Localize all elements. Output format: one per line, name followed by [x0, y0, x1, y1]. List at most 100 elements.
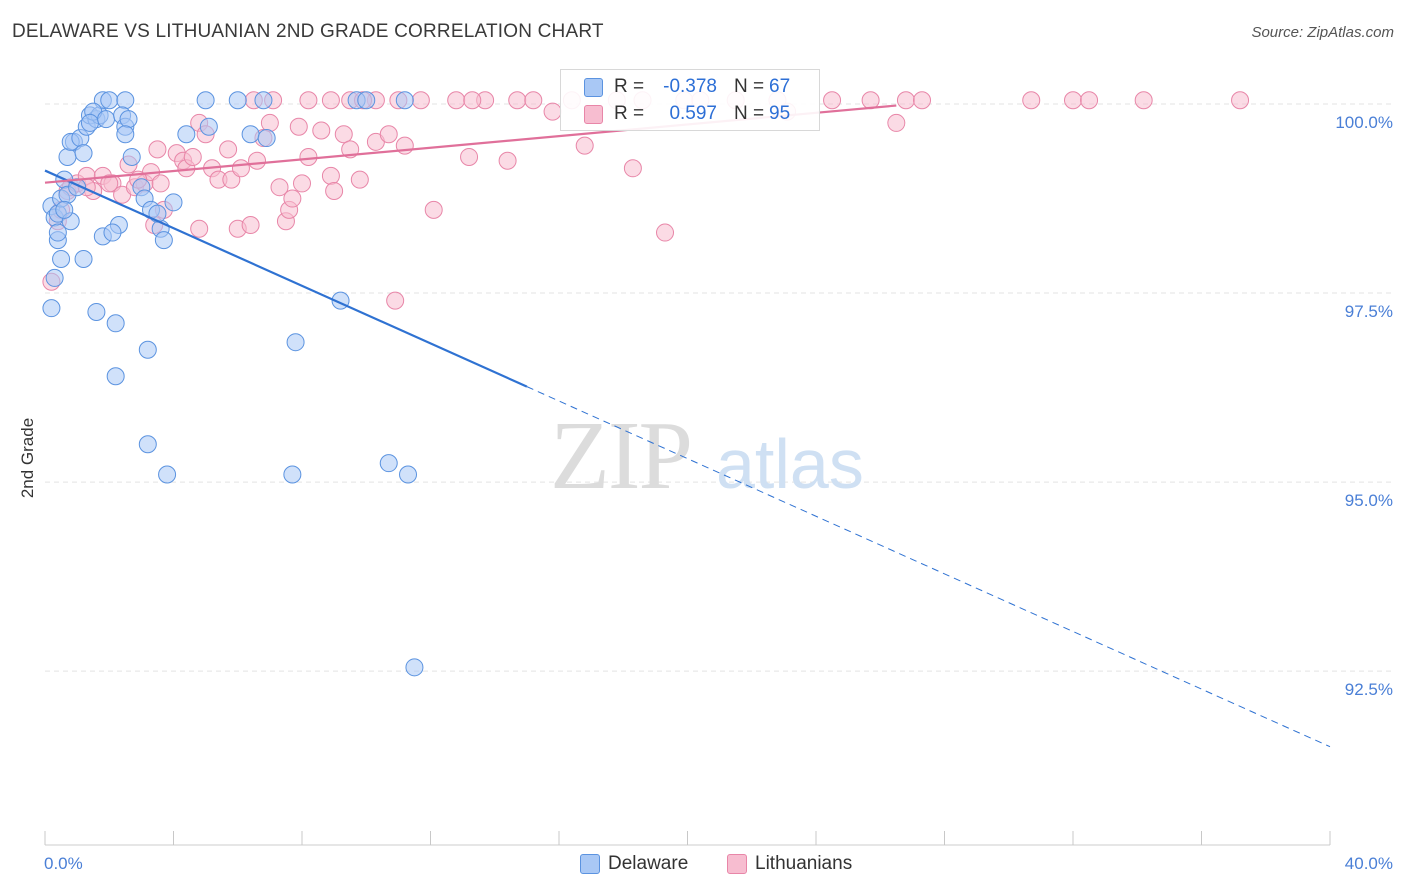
lithuanians-point	[289, 117, 308, 136]
delaware-point	[405, 658, 424, 677]
delaware-point	[106, 314, 125, 333]
lithuanians-point	[260, 113, 279, 132]
lithuanians-point	[1080, 91, 1099, 110]
lithuanians-point	[231, 159, 250, 178]
lithuanians-point	[148, 140, 167, 159]
lithuanians-point	[411, 91, 430, 110]
y-tick-label: 100.0%	[1335, 113, 1393, 132]
legend-n-label: N =	[734, 76, 765, 97]
lithuanians-point	[623, 159, 642, 178]
lithuanians-point	[299, 147, 318, 166]
series-swatch-delaware	[580, 854, 600, 874]
x-tick-label: 40.0%	[1345, 854, 1393, 873]
lithuanians-point	[334, 125, 353, 144]
delaware-point	[55, 200, 74, 219]
delaware-point	[97, 110, 116, 129]
watermark-atlas: atlas	[716, 425, 864, 503]
lithuanians-point	[241, 216, 260, 234]
lithuanians-point	[575, 136, 594, 155]
lithuanians-point	[524, 91, 543, 110]
lithuanians-point	[321, 91, 340, 110]
lithuanians-point	[379, 125, 398, 144]
lithuanians-point	[386, 291, 405, 310]
delaware-point	[158, 465, 177, 484]
delaware-trend-extension	[526, 386, 1331, 748]
lithuanians-point	[350, 170, 369, 189]
legend-row-lithuanians: R = 0.597 N = 95	[561, 101, 819, 127]
delaware-point	[283, 465, 302, 484]
delaware-point	[122, 147, 141, 166]
delaware-point	[286, 333, 305, 352]
delaware-point	[80, 113, 99, 132]
legend-r-value: -0.378	[663, 76, 717, 97]
delaware-point	[379, 454, 398, 473]
legend-n-label: N =	[734, 103, 765, 124]
lithuanians-point	[190, 219, 209, 238]
lithuanians-point	[1231, 91, 1250, 110]
series-label-delaware: Delaware	[608, 853, 689, 874]
series-swatch-lithuanians	[727, 854, 747, 874]
delaware-point	[116, 125, 135, 144]
delaware-point	[138, 340, 157, 359]
lithuanians-point	[1134, 91, 1153, 110]
lithuanians-point	[463, 91, 482, 110]
delaware-point	[254, 91, 273, 110]
lithuanians-point	[299, 91, 318, 110]
lithuanians-point	[293, 174, 311, 193]
legend-swatch-delaware	[584, 78, 603, 97]
lithuanians-point	[656, 223, 675, 242]
legend-row-delaware: R = -0.378 N = 67	[561, 74, 819, 100]
lithuanians-point	[543, 102, 562, 121]
delaware-point	[154, 231, 173, 250]
tick-labels: 100.0% 97.5% 95.0% 92.5% 0.0% 40.0%	[44, 113, 1393, 873]
lithuanians-point	[1064, 91, 1082, 110]
delaware-trend-line	[44, 169, 528, 388]
lithuanians-point	[325, 181, 344, 200]
lithuanians-point	[887, 113, 906, 132]
legend-r-label: R =	[614, 103, 645, 124]
lithuanians-point	[283, 189, 302, 208]
source-label: Source: ZipAtlas.com	[1251, 24, 1394, 41]
lithuanians-point	[861, 91, 880, 110]
lithuanians-point	[508, 91, 527, 110]
delaware-point	[395, 91, 414, 110]
legend-n-value: 95	[769, 103, 791, 124]
lithuanians-point	[270, 178, 289, 197]
delaware-point	[74, 144, 93, 163]
gridlines	[45, 103, 1392, 672]
delaware-point	[199, 117, 218, 136]
lithuanians-point	[100, 174, 119, 193]
lithuanians-point	[219, 140, 238, 159]
axes	[44, 831, 1331, 846]
delaware-point	[164, 193, 183, 212]
y-tick-label: 97.5%	[1345, 302, 1393, 321]
legend-r-label: R =	[614, 76, 645, 97]
delaware-point	[257, 129, 276, 148]
delaware-point	[87, 302, 106, 321]
delaware-point	[138, 435, 157, 454]
delaware-point	[106, 367, 125, 386]
lithuanians-point	[248, 151, 267, 170]
delaware-point	[116, 91, 135, 110]
delaware-point	[58, 147, 77, 166]
delaware-point	[42, 299, 61, 318]
delaware-points	[42, 91, 424, 677]
lithuanians-point	[498, 151, 517, 170]
delaware-point	[357, 91, 376, 110]
chart-title: DELAWARE VS LITHUANIAN 2ND GRADE CORRELA…	[12, 21, 604, 42]
watermark-zip: ZIP	[550, 402, 691, 510]
lithuanians-point	[1022, 91, 1041, 110]
delaware-point	[48, 223, 67, 242]
delaware-point	[241, 125, 260, 144]
delaware-point	[228, 91, 247, 110]
legend-n-value: 67	[769, 76, 791, 97]
legend-swatch-lithuanians	[584, 105, 603, 124]
delaware-point	[103, 223, 122, 242]
lithuanians-point	[896, 91, 915, 110]
x-tick-label: 0.0%	[44, 854, 83, 873]
lithuanians-point	[424, 200, 443, 219]
y-tick-label: 92.5%	[1345, 680, 1393, 699]
delaware-point	[119, 110, 138, 129]
lithuanians-point	[447, 91, 466, 110]
